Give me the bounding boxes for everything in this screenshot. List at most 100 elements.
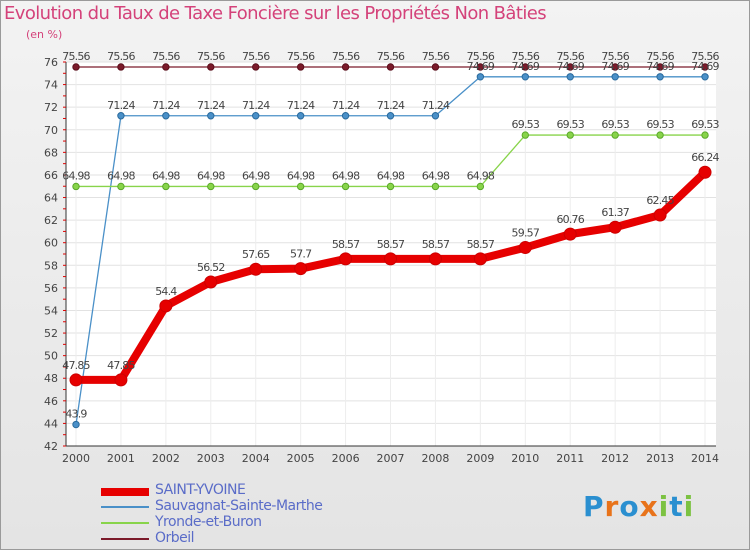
- legend-label: SAINT-YVOINE: [155, 482, 246, 498]
- data-point: [114, 373, 128, 387]
- data-label: 58.57: [422, 238, 450, 251]
- y-tick-label: 48: [44, 372, 58, 385]
- data-label: 71.24: [287, 99, 315, 112]
- legend-item-saint-yvoine: SAINT-YVOINE: [101, 482, 401, 499]
- x-tick-label: 2011: [556, 452, 584, 465]
- data-label: 64.98: [467, 169, 495, 182]
- data-label: 74.69: [691, 60, 719, 73]
- data-point: [698, 165, 712, 179]
- data-label: 75.56: [467, 50, 495, 63]
- data-label: 69.53: [512, 118, 540, 131]
- x-tick-label: 2001: [107, 452, 135, 465]
- data-label: 66.24: [691, 151, 719, 164]
- data-point: [428, 252, 442, 266]
- data-label: 75.56: [556, 50, 584, 63]
- logo-letter: P: [583, 490, 605, 523]
- legend-swatch: [101, 522, 149, 524]
- data-point: [204, 275, 218, 289]
- legend-label: Sauvagnat-Sainte-Marthe: [155, 498, 323, 514]
- data-label: 75.56: [646, 50, 674, 63]
- x-tick-label: 2005: [287, 452, 315, 465]
- data-point: [611, 131, 619, 139]
- data-label: 75.56: [197, 50, 225, 63]
- data-label: 58.57: [332, 238, 360, 251]
- data-label: 74.69: [601, 60, 629, 73]
- data-point: [386, 182, 395, 191]
- data-label: 47.85: [107, 359, 135, 372]
- data-label: 64.98: [107, 169, 135, 182]
- data-point: [563, 227, 577, 241]
- data-point: [296, 182, 305, 191]
- data-label: 64.98: [332, 169, 360, 182]
- data-label: 43.9: [65, 408, 87, 421]
- data-point: [476, 182, 485, 191]
- data-label: 64.98: [377, 169, 405, 182]
- x-tick-label: 2000: [62, 452, 90, 465]
- data-label: 57.65: [242, 248, 270, 261]
- proxiti-logo: Proxiti: [583, 490, 694, 523]
- data-point: [162, 63, 170, 71]
- data-label: 71.24: [152, 99, 180, 112]
- data-point: [566, 131, 574, 139]
- legend-label: Orbeil: [155, 530, 195, 546]
- x-tick-label: 2014: [691, 452, 719, 465]
- data-point: [521, 63, 529, 71]
- data-point: [162, 182, 170, 191]
- x-tick-label: 2006: [332, 452, 360, 465]
- data-label: 64.98: [422, 169, 450, 182]
- data-point: [521, 73, 529, 81]
- data-point: [566, 63, 574, 71]
- y-tick-label: 62: [44, 214, 58, 227]
- data-label: 47.85: [62, 359, 90, 372]
- data-label: 71.24: [422, 99, 450, 112]
- data-point: [656, 63, 664, 71]
- data-point: [653, 208, 667, 222]
- data-point: [296, 63, 305, 71]
- data-point: [341, 112, 350, 120]
- data-point: [701, 73, 709, 81]
- data-label: 61.37: [601, 206, 629, 219]
- data-label: 75.56: [152, 50, 180, 63]
- data-point: [72, 182, 80, 191]
- data-point: [162, 112, 170, 120]
- data-label: 74.69: [467, 60, 495, 73]
- data-point: [431, 182, 440, 191]
- y-tick-label: 44: [44, 417, 58, 430]
- data-label: 71.24: [332, 99, 360, 112]
- legend-swatch: [101, 488, 149, 496]
- data-point: [252, 182, 260, 191]
- data-label: 62.45: [646, 194, 674, 207]
- data-point: [339, 252, 353, 266]
- data-label: 74.69: [512, 60, 540, 73]
- legend-item-orbeil: Orbeil: [101, 530, 401, 547]
- x-tick-label: 2007: [377, 452, 405, 465]
- data-point: [473, 252, 487, 266]
- data-label: 64.98: [62, 169, 90, 182]
- data-point: [72, 420, 80, 429]
- data-point: [521, 131, 529, 139]
- data-label: 75.56: [691, 50, 719, 63]
- y-tick-label: 54: [44, 304, 58, 317]
- y-tick-label: 56: [44, 282, 58, 295]
- data-label: 69.53: [601, 118, 629, 131]
- y-tick-label: 60: [44, 237, 58, 250]
- chart-title: Evolution du Taux de Taxe Foncière sur l…: [4, 3, 547, 24]
- data-label: 69.53: [691, 118, 719, 131]
- data-point: [341, 63, 350, 71]
- y-tick-label: 76: [44, 56, 58, 69]
- data-label: 75.56: [62, 50, 90, 63]
- data-label: 75.56: [242, 50, 270, 63]
- y-tick-label: 68: [44, 146, 58, 159]
- logo-letter: x: [639, 490, 659, 523]
- data-point: [341, 182, 350, 191]
- logo-letter: i: [683, 490, 695, 523]
- data-label: 71.24: [377, 99, 405, 112]
- data-point: [608, 220, 622, 234]
- data-label: 58.57: [377, 238, 405, 251]
- data-label: 71.24: [197, 99, 225, 112]
- logo-letter: t: [669, 490, 684, 523]
- data-label: 74.69: [556, 60, 584, 73]
- x-tick-label: 2012: [601, 452, 629, 465]
- data-point: [252, 112, 260, 120]
